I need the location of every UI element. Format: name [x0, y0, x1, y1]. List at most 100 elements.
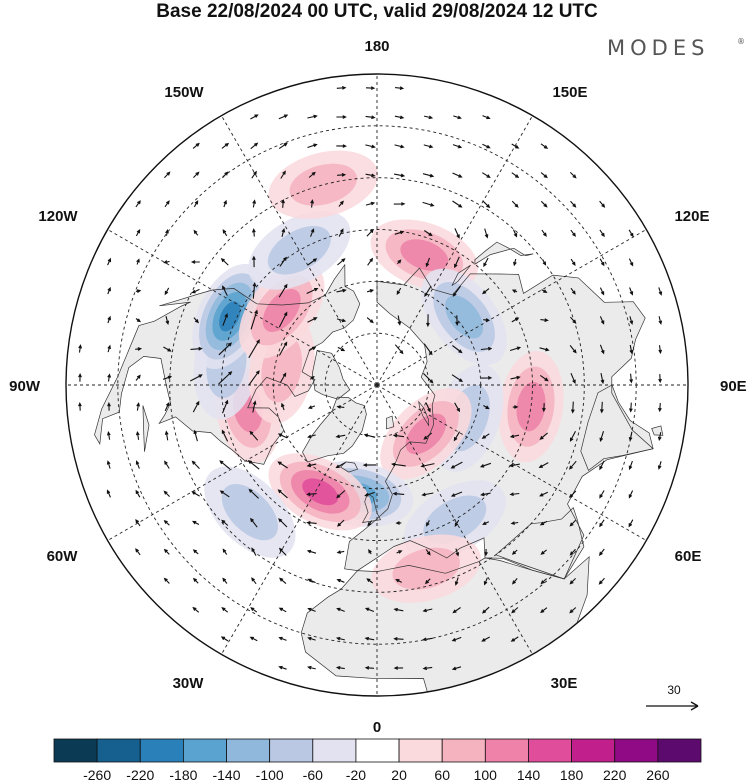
- wind-arrow: [569, 490, 577, 499]
- wind-arrow: [483, 257, 489, 268]
- wind-arrow: [309, 375, 315, 380]
- wind-arrow: [365, 201, 376, 206]
- wind-arrow: [540, 578, 547, 585]
- wind-arrow: [452, 607, 461, 614]
- anomaly-contour: [289, 163, 358, 206]
- wind-arrow: [509, 434, 520, 439]
- meridian-line: [376, 384, 647, 541]
- meridian-line: [376, 115, 533, 386]
- wind-arrow: [336, 115, 347, 119]
- wind-arrow: [394, 230, 405, 235]
- colorbar-labels: -260 -220 -180 -140 -100 -60 -20 20 60 1…: [83, 767, 670, 783]
- colorbar-swatch: [441, 738, 486, 763]
- wind-arrow: [135, 200, 141, 208]
- wind-arrow: [366, 317, 374, 324]
- wind-arrow: [453, 431, 461, 442]
- wind-arrow: [511, 143, 520, 149]
- wind-arrow: [598, 577, 605, 585]
- wind-arrow: [569, 345, 577, 354]
- colorbar: -260 -220 -180 -140 -100 -60 -20 20 60 1…: [53, 738, 702, 783]
- wind-arrow: [248, 488, 259, 499]
- lon-label-90e: 90E: [720, 378, 747, 395]
- wind-arrow: [250, 142, 259, 150]
- wind-arrow: [364, 665, 375, 670]
- wind-arrow: [454, 519, 460, 527]
- wind-arrow: [394, 115, 405, 120]
- wind-arrow: [221, 399, 229, 414]
- colorbar-swatch: [484, 738, 529, 763]
- wind-arrow: [222, 577, 228, 584]
- latitude-circle: [169, 177, 585, 593]
- wind-arrow: [569, 519, 576, 527]
- wind-arrow: [193, 429, 198, 442]
- lon-label-120e: 120E: [674, 208, 709, 225]
- colorbar-tick: 100: [474, 767, 498, 783]
- wind-arrow: [218, 371, 233, 385]
- wind-arrow: [450, 491, 463, 497]
- wind-arrow: [163, 548, 170, 555]
- wind-arrow: [278, 518, 288, 528]
- wind-arrow: [338, 200, 344, 207]
- wind-arrow: [569, 430, 576, 442]
- longitude-labels: 180 0 90W 90E 150W 120W 150E 120E 60W 30…: [9, 38, 747, 736]
- wind-arrow: [222, 548, 228, 555]
- wind-vectors: [78, 85, 663, 671]
- anomaly-contour: [302, 478, 339, 506]
- wind-arrow: [307, 434, 316, 439]
- wind-arrow: [222, 171, 229, 179]
- wind-arrow: [480, 376, 493, 380]
- wind-arrow: [251, 547, 257, 556]
- wind-arrow: [629, 344, 634, 355]
- wind-arrow: [599, 229, 605, 238]
- lon-label-60e: 60E: [675, 548, 702, 565]
- lon-label-30w: 30W: [173, 675, 205, 692]
- wind-arrow: [107, 286, 111, 295]
- wind-arrow: [629, 373, 634, 384]
- colorbar-tick: -260: [83, 767, 111, 783]
- colorbar-tick: 180: [560, 767, 584, 783]
- wind-arrow: [422, 608, 433, 613]
- meridian-line: [107, 384, 378, 541]
- wind-arrow: [424, 285, 432, 297]
- wind-arrow: [396, 259, 402, 265]
- wind-arrow: [221, 606, 229, 613]
- wind-arrow: [164, 460, 170, 469]
- wind-arrow: [657, 432, 662, 441]
- wind-arrow: [190, 260, 200, 264]
- wind-arrow: [336, 144, 347, 148]
- wind-arrow: [422, 666, 433, 671]
- wind-arrow: [135, 430, 140, 440]
- wind-arrow: [451, 636, 462, 642]
- colorbar-tick: 220: [603, 767, 627, 783]
- wind-arrow: [569, 316, 577, 324]
- wind-arrow: [628, 431, 633, 442]
- wind-arrow: [395, 579, 402, 583]
- colorbar-tick: 260: [646, 767, 670, 783]
- wind-arrow: [483, 318, 491, 322]
- wind-arrow: [538, 462, 549, 469]
- wind-arrow: [364, 636, 375, 641]
- wind-arrow: [107, 315, 111, 324]
- wind-arrow: [451, 374, 464, 382]
- wind-arrow: [335, 434, 346, 439]
- coastline: [451, 264, 471, 286]
- wind-arrow: [450, 461, 463, 469]
- coastline: [302, 396, 367, 463]
- wind-arrow: [393, 202, 406, 206]
- wind-arrow: [422, 201, 435, 207]
- wind-arrow: [162, 375, 173, 380]
- wind-arrow: [107, 257, 112, 266]
- colorbar-tick: -60: [303, 767, 323, 783]
- wind-arrow: [307, 665, 316, 670]
- wind-arrow: [367, 257, 374, 266]
- wind-arrow: [164, 287, 170, 296]
- colorbar-swatch: [312, 738, 357, 763]
- wind-arrow: [278, 665, 287, 670]
- wind-arrow: [628, 258, 634, 267]
- wind-arrow: [220, 636, 229, 642]
- wind-arrow: [336, 85, 347, 90]
- wind-arrow: [192, 549, 199, 555]
- wind-arrow: [190, 346, 203, 351]
- wind-arrow: [191, 288, 200, 294]
